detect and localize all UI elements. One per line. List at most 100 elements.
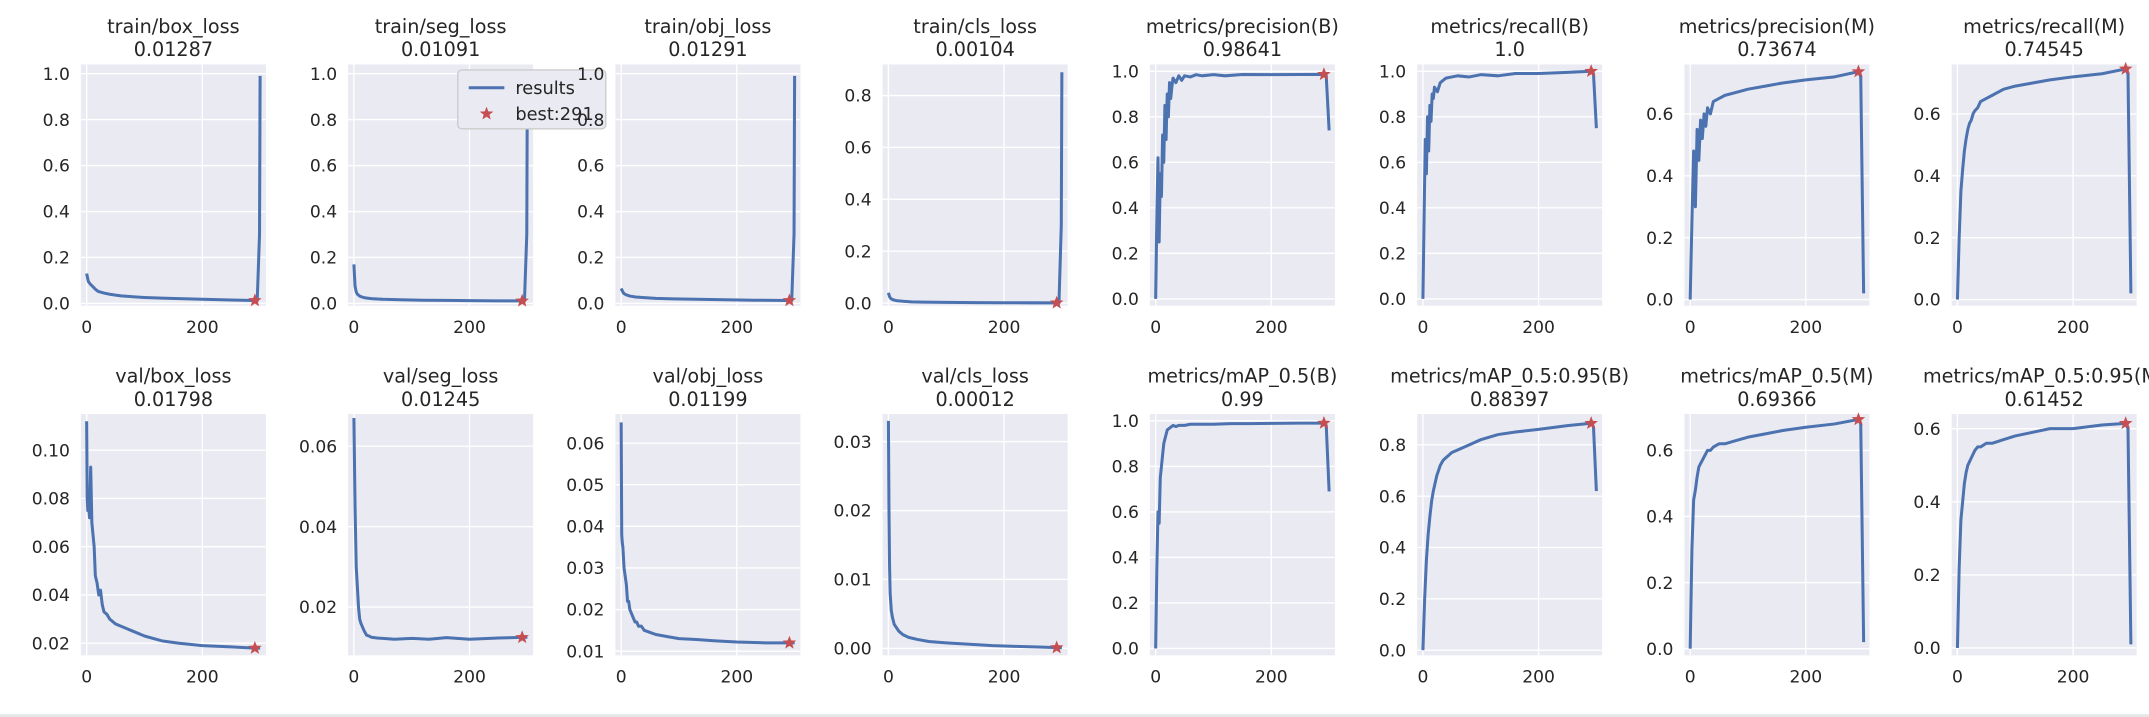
series-line-results (85, 421, 261, 650)
chart-subtitle: 0.01291 (668, 38, 747, 61)
y-tick-label: 0.6 (43, 157, 70, 177)
x-tick-label: 200 (186, 668, 219, 688)
legend-marker-best (479, 106, 494, 120)
y-tick-label: 0.2 (1913, 566, 1940, 586)
chart-subtitle: 0.01091 (401, 38, 480, 61)
chart-title: metrics/recall(B) (1430, 15, 1589, 38)
chart-panel-3: 0.0 0.2 0.4 0.6 0.8 1.0 0 200 train/obj_loss0.01… (577, 15, 801, 338)
best-point-marker (1049, 640, 1064, 654)
x-tick-label: 0 (1150, 668, 1161, 688)
x-tick-label: 200 (988, 668, 1021, 688)
x-tick-label: 0 (1417, 668, 1428, 688)
y-tick-label: 0.6 (577, 157, 604, 177)
y-tick-label: 0.6 (1112, 503, 1139, 523)
y-tick-label: 0.0 (310, 295, 337, 315)
axes-background (615, 414, 801, 656)
x-tick-label: 0 (616, 318, 627, 338)
y-tick-label: 0.6 (1646, 442, 1673, 462)
y-tick-label: 1.0 (43, 65, 70, 85)
y-tick-label: 0.4 (1112, 199, 1139, 219)
best-point-marker (515, 293, 529, 307)
y-tick-label: 1.0 (1112, 62, 1139, 82)
axes-background (348, 414, 534, 656)
chart-title: val/cls_loss (921, 364, 1028, 387)
chart-title: metrics/mAP_0.5(B) (1147, 364, 1337, 387)
y-tick-label: 0.02 (834, 502, 872, 522)
y-tick-label: 0.0 (577, 295, 604, 315)
best-point-marker (782, 293, 797, 307)
best-point-marker (1049, 295, 1064, 309)
y-tick-label: 0.01 (834, 571, 872, 591)
y-tick-label: 0.06 (32, 538, 70, 558)
chart-title: metrics/mAP_0.5(M) (1680, 364, 1873, 387)
x-tick-label: 200 (1255, 318, 1288, 338)
y-tick-label: 0.0 (43, 295, 70, 315)
best-point-marker (1851, 412, 1866, 426)
legend: results best:291 (457, 69, 607, 130)
chart-subtitle: 0.73674 (1737, 38, 1816, 61)
chart-subtitle: 1.0 (1494, 38, 1525, 61)
y-tick-label: 0.0 (1913, 639, 1940, 659)
series-line-results (1421, 421, 1598, 651)
axes-background (882, 64, 1068, 306)
y-tick-label: 0.2 (43, 249, 70, 269)
x-tick-label: 0 (883, 318, 894, 338)
chart-subtitle: 0.00012 (935, 388, 1014, 411)
y-tick-label: 0.06 (299, 437, 337, 457)
chart-panel-16: 0.0 0.2 0.4 0.6 0 200 metrics/mAP_0.5:0.95(M)0… (1913, 364, 2149, 687)
y-tick-label: 0.0 (1646, 640, 1673, 660)
y-tick-label: 0.8 (1112, 458, 1139, 478)
y-tick-label: 0.6 (1379, 153, 1406, 173)
legend-box (457, 69, 607, 130)
x-tick-label: 0 (1952, 318, 1963, 338)
best-point-marker (1317, 415, 1331, 429)
y-tick-label: 1.0 (577, 65, 604, 85)
y-tick-label: 0.08 (32, 490, 70, 510)
y-tick-label: 0.2 (1112, 594, 1139, 614)
y-tick-label: 0.6 (1379, 487, 1406, 507)
chart-title: metrics/mAP_0.5:0.95(M) (1923, 364, 2149, 387)
series-line-results (1421, 69, 1598, 299)
chart-panel-6: 0.00.20.40.60.81.00 200metrics/recall(B)1… (1379, 15, 1603, 338)
chart-subtitle: 0.88397 (1470, 388, 1549, 411)
series-line-results (1154, 72, 1331, 299)
series-line-results (886, 420, 1062, 650)
series-line-results (1688, 417, 1866, 649)
y-tick-label: 0.2 (1646, 229, 1673, 249)
y-tick-label: 0.0 (1913, 291, 1940, 311)
x-tick-label: 200 (720, 668, 753, 688)
chart-panel-13: 0.0 0.2 0.4 0.6 0.8 1.0 0 200 metrics/mAP_0.5(B)… (1112, 364, 1338, 687)
chart-title: metrics/mAP_0.5:0.95(B) (1390, 364, 1629, 387)
y-tick-label: 0.2 (844, 242, 871, 262)
best-point-marker (1584, 416, 1598, 430)
best-point-marker (248, 640, 262, 654)
chart-title: train/obj_loss (644, 15, 771, 38)
series-line-results (352, 418, 528, 641)
y-tick-label: 0.8 (310, 111, 337, 131)
x-tick-label: 0 (1952, 668, 1963, 688)
y-tick-label: 0.04 (32, 586, 70, 606)
y-tick-label: 0.0 (1379, 290, 1406, 310)
y-tick-label: 0.05 (566, 476, 604, 496)
y-tick-label: 0.0 (844, 294, 871, 314)
chart-panel-1: 0.0 0.2 0.4 0.6 0.8 1.0 0 200 train/box_loss0.01… (43, 15, 266, 338)
y-tick-label: 0.2 (1913, 229, 1940, 249)
y-tick-label: 0.4 (577, 203, 604, 223)
y-tick-label: 0.4 (310, 203, 337, 223)
y-tick-label: 0.04 (299, 518, 337, 538)
series-line-results (1688, 70, 1866, 300)
best-point-marker (2118, 416, 2133, 430)
bottom-strip (0, 714, 2149, 717)
y-tick-label: 0.4 (1379, 199, 1406, 219)
x-tick-label: 200 (186, 318, 219, 338)
x-tick-label: 200 (988, 318, 1021, 338)
axes-background (1684, 414, 1870, 656)
y-tick-label: 0.8 (1379, 436, 1406, 456)
axes-background (615, 64, 801, 306)
chart-title: val/box_loss (115, 364, 231, 387)
y-tick-label: 0.6 (1913, 420, 1940, 440)
axes-background (80, 414, 266, 656)
x-tick-label: 200 (453, 668, 486, 688)
watermark-text: CSDN @崔大虾9527 (1968, 684, 2136, 705)
